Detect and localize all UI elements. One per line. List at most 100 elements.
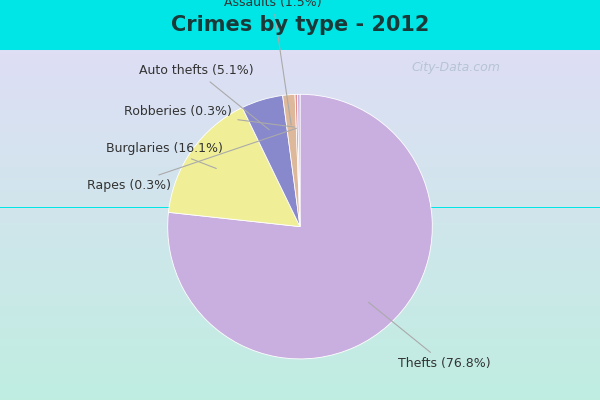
Bar (0, 362, 600, 363)
Bar (0, 340, 600, 342)
Bar (0, 190, 600, 192)
Wedge shape (167, 94, 433, 359)
Bar (0, 242, 600, 244)
Bar (0, 180, 600, 181)
Bar (0, 90, 600, 92)
Bar (0, 323, 600, 325)
Bar (0, 379, 600, 381)
Bar (0, 395, 600, 396)
Wedge shape (242, 96, 300, 227)
Text: Rapes (0.3%): Rapes (0.3%) (87, 128, 296, 192)
Bar (0, 200, 600, 202)
Bar (0, 171, 600, 172)
Bar (0, 69, 600, 71)
Bar (0, 110, 600, 111)
Bar (0, 120, 600, 122)
Bar (0, 353, 600, 354)
Bar (0, 209, 600, 211)
Bar (0, 286, 600, 288)
Bar (0, 64, 600, 66)
Bar (0, 374, 600, 376)
Bar (0, 376, 600, 377)
Bar (0, 176, 600, 178)
Bar (0, 306, 600, 307)
Bar (0, 256, 600, 258)
Bar (0, 50, 600, 52)
Bar (0, 108, 600, 110)
Bar (0, 102, 600, 104)
Bar (0, 199, 600, 200)
Bar (0, 228, 600, 230)
Bar (0, 292, 600, 293)
Bar (0, 316, 600, 318)
Bar (0, 71, 600, 73)
Bar (0, 354, 600, 356)
Bar (0, 150, 600, 152)
Bar (0, 270, 600, 272)
Bar (0, 197, 600, 199)
Bar (0, 153, 600, 155)
Bar (0, 60, 600, 62)
Bar (0, 116, 600, 118)
Bar (0, 335, 600, 337)
Bar (0, 255, 600, 256)
Bar (0, 111, 600, 113)
Bar (0, 356, 600, 358)
Bar (0, 391, 600, 393)
Text: Burglaries (16.1%): Burglaries (16.1%) (106, 142, 223, 168)
Bar (0, 267, 600, 269)
Bar (0, 214, 600, 216)
Bar (0, 390, 600, 391)
Bar (0, 106, 600, 108)
Bar (0, 134, 600, 136)
Bar (0, 281, 600, 283)
Bar (0, 363, 600, 365)
Bar (0, 208, 600, 209)
Bar (0, 57, 600, 59)
Bar (0, 367, 600, 368)
Bar (0, 160, 600, 162)
Wedge shape (295, 94, 300, 227)
Bar (0, 66, 600, 68)
Bar (0, 87, 600, 88)
Bar (0, 398, 600, 400)
Bar (0, 351, 600, 353)
Bar (0, 381, 600, 382)
Bar (0, 130, 600, 132)
Bar (0, 365, 600, 367)
Bar (0, 141, 600, 143)
Bar (0, 54, 600, 55)
Bar (0, 293, 600, 295)
Bar (0, 167, 600, 169)
Text: Assaults (1.5%): Assaults (1.5%) (224, 0, 322, 125)
Bar (0, 384, 600, 386)
Bar (0, 309, 600, 311)
Bar (0, 113, 600, 115)
Bar (0, 377, 600, 379)
Bar (0, 276, 600, 278)
Bar (0, 122, 600, 124)
Bar (0, 328, 600, 330)
Bar (0, 162, 600, 164)
Bar (0, 265, 600, 267)
Wedge shape (169, 108, 300, 227)
Bar (0, 278, 600, 279)
Bar (0, 146, 600, 148)
Bar (0, 304, 600, 306)
Bar (0, 139, 600, 141)
Bar (0, 169, 600, 171)
Bar (0, 314, 600, 316)
Bar (0, 232, 600, 234)
Bar (0, 297, 600, 298)
Bar (0, 244, 600, 246)
Bar (0, 239, 600, 241)
Bar (0, 348, 600, 349)
Bar (0, 181, 600, 183)
Bar (0, 204, 600, 206)
Bar (0, 94, 600, 96)
Bar (0, 172, 600, 174)
Bar (0, 124, 600, 125)
Bar (0, 118, 600, 120)
Bar (0, 97, 600, 99)
Bar (0, 99, 600, 101)
